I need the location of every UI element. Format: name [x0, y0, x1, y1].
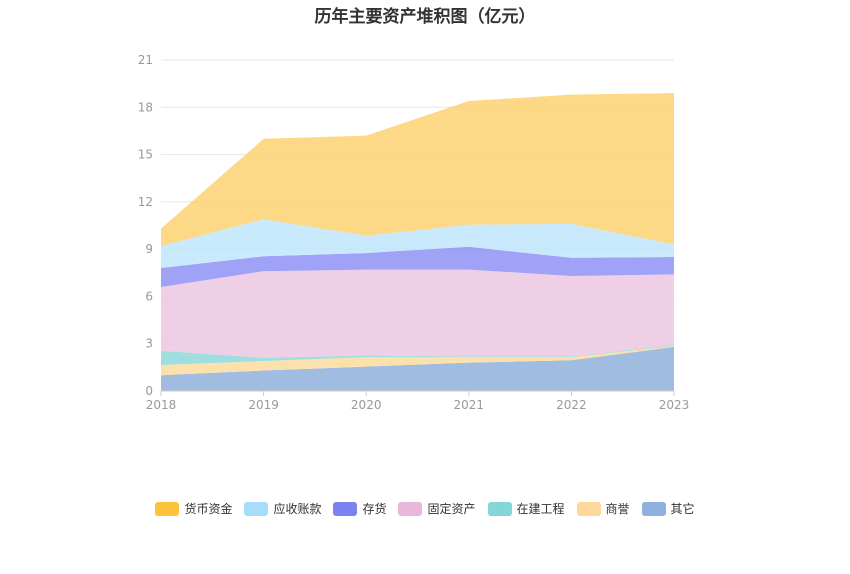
area-series [161, 246, 674, 287]
legend-swatch [333, 501, 358, 516]
area-series [161, 345, 674, 365]
legend-swatch [641, 501, 666, 516]
x-tick-label: 2020 [351, 398, 382, 412]
legend-label: 商誉 [605, 502, 630, 516]
legend-label: 在建工程 [516, 502, 565, 516]
y-tick-label: 0 [145, 384, 153, 398]
y-tick-label: 3 [145, 337, 153, 351]
legend-swatch [576, 501, 601, 516]
legend-item-receivables[interactable]: 应收账款 [244, 500, 321, 517]
area-series [161, 93, 674, 246]
area-series [161, 346, 674, 376]
chart-title: 历年主要资产堆积图（亿元） [314, 7, 536, 27]
legend-item-fixed-assets[interactable]: 固定资产 [398, 500, 476, 517]
x-tick-label: 2018 [146, 398, 177, 412]
legend-label: 货币资金 [184, 502, 233, 516]
legend-label: 其它 [670, 502, 695, 516]
legend-item-inventory[interactable]: 存货 [333, 500, 386, 517]
x-tick-label: 2023 [659, 398, 690, 412]
legend-item-cash[interactable]: 货币资金 [155, 500, 232, 517]
y-tick-label: 9 [145, 242, 153, 256]
legend-swatch [398, 501, 423, 516]
legend-item-goodwill[interactable]: 商誉 [576, 500, 630, 517]
area-series [161, 269, 674, 358]
x-tick-label: 2022 [556, 398, 587, 412]
x-tick-label: 2019 [248, 398, 279, 412]
legend-item-construction[interactable]: 在建工程 [487, 500, 565, 517]
y-tick-label: 18 [138, 100, 153, 114]
legend-item-other[interactable]: 其它 [641, 500, 695, 517]
x-tick-label: 2021 [454, 398, 485, 412]
legend-swatch [487, 501, 512, 516]
legend-swatch [155, 501, 180, 516]
stacked-area-chart: 0 3 6 9 12 15 18 21 2018 2019 2020 2021 2022 2023 [138, 53, 690, 412]
y-tick-label: 12 [138, 195, 153, 209]
legend-label: 应收账款 [273, 502, 322, 516]
legend-label: 固定资产 [427, 502, 476, 516]
chart-legend: 货币资金 应收账款 存货 固定资产 在建工程 商誉 其它 [0, 500, 850, 517]
legend-swatch [244, 501, 269, 516]
area-series [161, 219, 674, 269]
area-series [161, 346, 674, 391]
y-tick-label: 6 [145, 289, 153, 303]
y-tick-label: 21 [138, 53, 153, 67]
legend-label: 存货 [362, 502, 387, 516]
y-tick-label: 15 [138, 148, 153, 162]
